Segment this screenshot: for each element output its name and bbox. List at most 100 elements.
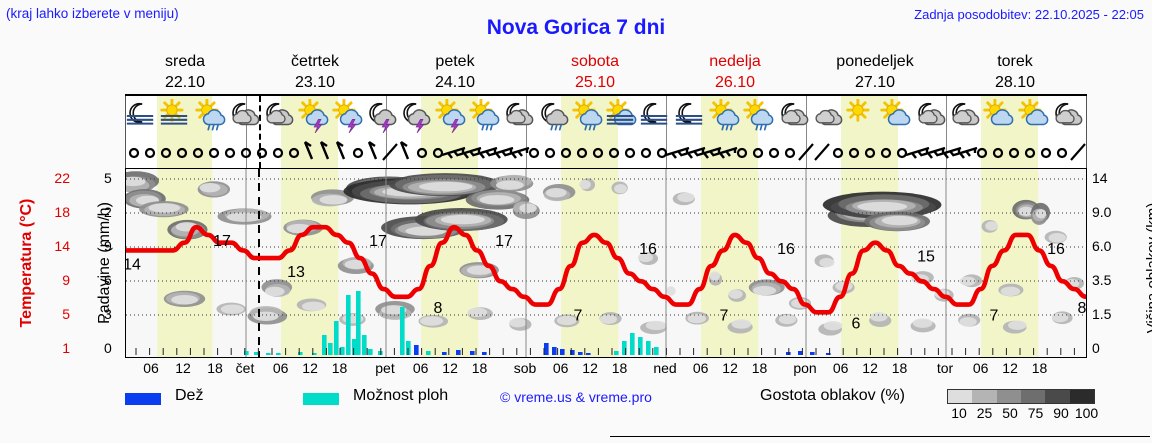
daylight-stripe [561,96,619,168]
wind-barb-icon [791,138,821,162]
temperature-axis-ticks: 22 18 14 9 5 1 [20,160,70,370]
precipitation-axis-title: Padavine (mm/h) [78,168,113,358]
copyright-link[interactable]: © vreme.us & vreme.pro [500,389,652,405]
sun-fog-icon [160,98,194,133]
night-cloud-thunder-icon [366,99,400,134]
precipitation-tick: 0 [104,340,112,356]
wind-barb-icon [231,138,261,162]
temperature-value-label: 13 [287,264,305,281]
temperature-value-label: 17 [495,233,513,250]
temperature-value-label: 15 [917,249,935,266]
time-tick: čet [235,360,255,376]
day-date: 24.10 [434,74,476,91]
wind-barb-icon [327,138,357,162]
time-tick: 12 [302,360,318,376]
meteogram-plot: 14 17 13 17 8 17 7 16 7 16 6 15 7 16 8 [125,168,1087,358]
time-tick: 12 [175,360,191,376]
time-tick: 06 [692,360,709,376]
density-swatch [972,390,997,403]
weather-icon-band [125,96,1087,168]
wind-barb-icon [391,138,421,162]
wind-barb-icon [343,138,373,162]
page-title: Nova Gorica 7 dni [486,16,666,39]
wind-barb-icon [151,138,181,162]
time-tick: pet [375,360,395,376]
density-tick: 25 [976,405,993,421]
wind-barb-icon [967,138,997,162]
cloud-density-colorbar [947,389,1095,404]
wind-barb-icon [935,138,965,162]
temperature-value-label: 17 [369,233,387,250]
time-tick: 18 [331,360,348,376]
showers-legend-swatch [303,393,339,405]
time-tick: 06 [143,360,159,376]
wind-barb-icon [855,138,885,162]
day-name: torek [997,53,1033,70]
sun-cloud-thunder-icon [434,98,469,134]
temperature-tick: 1 [62,340,70,356]
wind-barb-icon [135,138,165,162]
rain-legend-swatch [125,393,161,405]
temperature-value-label: 6 [852,315,861,332]
wind-barb-icon [727,138,757,162]
sun-cloud-rain-icon [572,98,606,133]
wind-barb-icon [695,138,725,162]
cloud-height-tick: 0 [1092,340,1100,356]
night-cloud-rain-icon [538,99,572,133]
temperature-tick: 18 [54,204,70,220]
wind-barb-icon [183,138,213,162]
temperature-value-label: 16 [1047,241,1065,258]
day-divider [946,96,947,168]
wind-barb-icon [199,138,229,162]
time-tick: 06 [412,360,429,376]
wind-barb-icon [743,138,773,162]
day-header-3: sobota 25.10 [525,49,665,94]
night-clear-fog-icon [126,99,160,133]
time-tick: 12 [1002,360,1018,376]
wind-barb-icon [919,138,949,162]
temperature-value-label: 8 [434,300,443,317]
wind-barb-icon [119,138,149,162]
wind-barb-icon [839,138,869,162]
density-tick: 90 [1053,405,1069,421]
sun-icon [846,98,880,133]
day-divider [386,96,387,168]
wind-barb-icon [775,138,805,162]
wind-barb-icon [1063,138,1093,162]
wind-barb-icon [759,138,789,162]
night-cloud-icon [949,99,983,133]
time-tick: 18 [471,360,488,376]
wind-barb-icon [359,138,389,162]
day-name: četrtek [290,53,339,70]
temperature-value-label: 16 [639,241,657,258]
wind-barb-icon [167,138,197,162]
day-header-1: četrtek 23.10 [245,49,385,94]
wind-barb-icon [1031,138,1061,162]
temperature-value-label: 7 [574,308,583,325]
wind-barb-icon [887,138,917,162]
time-tick: 18 [891,360,908,376]
wind-barb-icon [215,138,245,162]
cloud-height-tick: 6.0 [1092,238,1112,254]
cloud-height-tick: 14 [1092,170,1108,186]
day-header-rule [125,94,1087,96]
cloud-height-tick: 1.5 [1092,306,1112,322]
wind-barb-icon [567,138,597,162]
day-header-2: petek 24.10 [385,49,525,94]
wind-barb-icon [1015,138,1045,162]
density-tick: 100 [1074,405,1099,421]
day-divider [806,96,807,168]
sun-cloud-thunder-icon [332,98,366,134]
time-tick: 06 [972,360,989,376]
day-date: 27.10 [854,74,896,91]
density-swatch [1069,390,1094,403]
time-tick: tor [936,360,954,376]
day-name: sobota [570,53,620,70]
night-cloud-thunder-icon [400,99,434,134]
time-tick: 12 [582,360,598,376]
wind-barb-icon [823,138,853,162]
wind-barb-icon [807,138,837,162]
time-tick: 06 [272,360,289,376]
wind-barb-icon [711,138,741,162]
cloud-density-tick-labels: 10 25 50 75 90 100 [935,405,1115,423]
